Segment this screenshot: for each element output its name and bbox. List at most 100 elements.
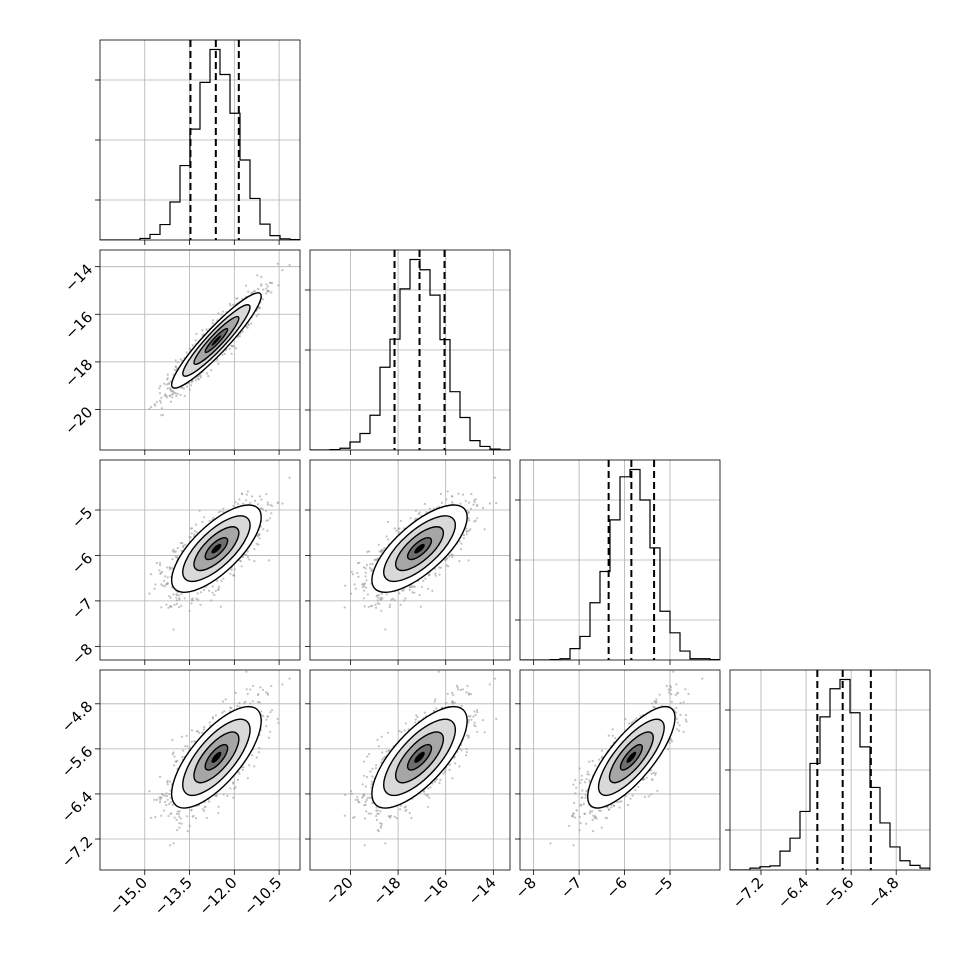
sample-point [365,563,368,567]
sample-point [223,352,227,356]
sample-point [222,507,225,510]
sample-point [481,507,485,510]
sample-point [174,359,177,362]
sample-point [393,527,396,530]
sample-point [172,593,175,596]
sample-point [160,814,163,817]
sample-point [154,583,157,586]
sample-point [180,822,183,825]
y-tick-label: −8 [68,640,96,668]
sample-point [255,315,258,318]
sample-point [390,598,393,601]
sample-point [257,751,261,754]
sample-point [221,700,224,703]
sample-point [462,534,465,537]
sample-point [437,505,440,508]
sample-point [395,529,398,532]
sample-point [166,387,169,390]
sample-point [417,512,420,516]
sample-point [363,585,366,588]
sample-point [166,378,169,381]
sample-point [247,290,250,293]
sample-point [445,564,448,567]
sample-point [270,291,273,294]
sample-point [281,502,284,505]
sample-point [370,569,373,572]
sample-point [216,358,219,361]
sample-point [235,297,238,300]
sample-point [448,555,451,558]
sample-point [238,498,241,501]
sample-point [366,550,369,554]
sample-point [195,332,198,335]
sample-point [202,589,205,592]
sample-point [257,287,260,291]
sample-point [422,579,425,583]
sample-point [179,541,182,545]
sample-point [266,503,269,506]
sample-point [269,503,272,506]
sample-point [188,609,191,612]
sample-point [265,493,268,496]
sample-point [169,605,172,608]
sample-point [155,561,158,565]
sample-point [211,585,214,588]
sample-point [210,369,213,372]
sample-point [234,347,238,350]
sample-point [445,558,448,561]
sample-point [213,593,216,597]
sample-point [201,329,204,332]
sample-point [230,568,233,571]
sample-point [190,527,194,530]
sample-point [252,684,255,688]
sample-point [418,593,421,597]
sample-point [387,538,390,541]
sample-point [180,592,183,596]
sample-point [166,781,169,784]
sample-point [385,593,388,596]
sample-point [413,591,416,594]
sample-point [472,503,475,506]
sample-point [423,502,426,506]
sample-point [365,579,368,582]
sample-point [380,596,383,599]
sample-point [148,790,151,793]
sample-point [201,520,204,524]
sample-point [465,533,468,536]
sample-point [353,583,356,586]
sample-point [445,498,448,501]
sample-point [401,589,404,592]
sample-point [266,285,269,288]
sample-point [475,504,479,508]
histogram-2 [520,468,720,660]
sample-point [462,537,465,540]
sample-point [196,592,199,595]
sample-point [160,570,164,573]
sample-point [164,393,167,396]
sample-point [153,798,156,802]
sample-point [251,754,254,757]
sample-point [262,528,265,531]
sample-point [175,602,178,606]
sample-point [460,542,463,545]
sample-point [175,812,179,816]
sample-point [205,328,208,331]
sample-point [248,764,251,767]
sample-point [193,530,196,533]
sample-point [238,335,241,338]
sample-point [388,606,391,609]
sample-point [220,579,223,583]
sample-point [368,566,371,570]
sample-point [450,495,454,498]
sample-point [233,568,236,571]
sample-point [237,502,240,506]
sample-point [365,586,368,589]
y-tick-label: −6 [68,549,96,577]
sample-point [185,734,188,737]
sample-point [374,603,377,606]
sample-point [473,520,476,523]
sample-point [217,805,220,808]
sample-point [257,693,260,696]
sample-point [250,291,253,294]
sample-point [408,585,411,588]
